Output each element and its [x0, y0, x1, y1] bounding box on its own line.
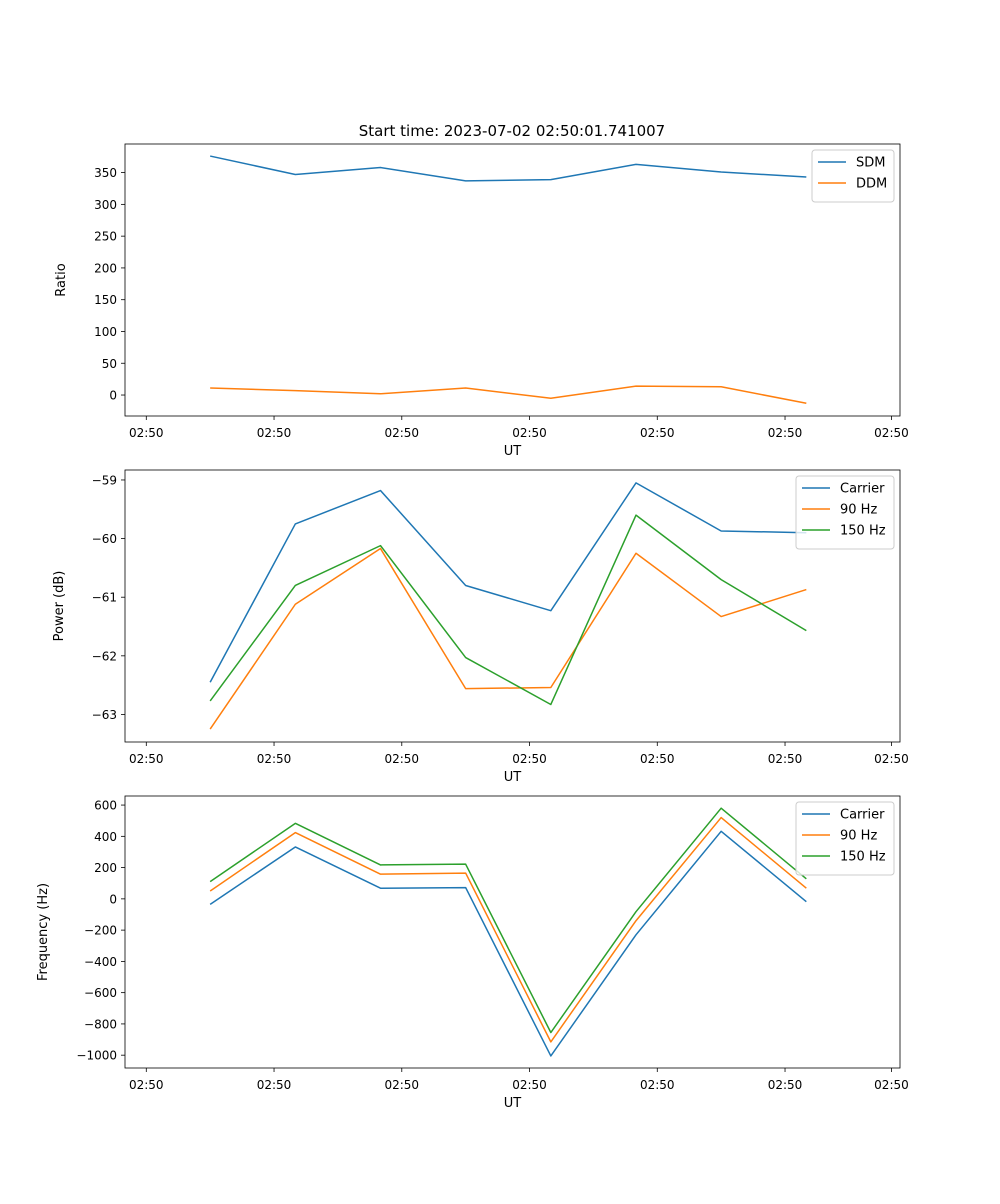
y-tick-label: 600	[94, 799, 117, 813]
legend: SDM DDM	[811, 149, 895, 203]
plot-frame	[124, 469, 901, 743]
x-tick-label: 02:50	[257, 1078, 292, 1092]
x-tick-label: 02:50	[768, 1078, 803, 1092]
x-tick-label: 02:50	[640, 752, 675, 766]
x-tick-label: 02:50	[129, 1078, 164, 1092]
series-line-carrier	[209, 830, 807, 1057]
x-axis-label: UT	[504, 1096, 522, 1111]
y-tick-label: −600	[84, 986, 117, 1000]
legend-label: 90 Hz	[840, 503, 877, 518]
series-line-150-hz	[209, 514, 807, 706]
y-tick-label: 50	[102, 357, 117, 371]
x-axis-label: UT	[504, 444, 522, 459]
x-tick-label: 02:50	[640, 1078, 675, 1092]
x-tick-label: 02:50	[874, 752, 909, 766]
y-tick-label: −59	[92, 473, 117, 487]
chart-panel-1: 02:50 02:50 02:50 02:50 02:50 02:50 02:50 0 50 10…	[54, 143, 909, 459]
legend: Carrier 90 Hz 150 Hz	[795, 801, 895, 876]
x-tick-label: 02:50	[640, 426, 675, 440]
x-tick-label: 02:50	[257, 426, 292, 440]
y-axis-label: Frequency (Hz)	[36, 883, 51, 981]
y-tick-label: 350	[94, 166, 117, 180]
legend-label: Carrier	[840, 808, 885, 823]
y-tick-label: 0	[109, 389, 117, 403]
x-tick-label: 02:50	[257, 752, 292, 766]
y-tick-label: 200	[94, 861, 117, 875]
x-tick-label: 02:50	[384, 426, 419, 440]
y-tick-label: 0	[109, 892, 117, 906]
legend-label: SDM	[856, 156, 885, 171]
plot-frame	[124, 143, 901, 417]
legend-label: 150 Hz	[840, 850, 886, 865]
series-line-90-hz	[209, 816, 807, 1043]
y-tick-label: −61	[92, 591, 117, 605]
y-tick-label: −62	[92, 649, 117, 663]
y-axis-label: Power (dB)	[52, 571, 67, 642]
x-tick-label: 02:50	[874, 1078, 909, 1092]
x-tick-label: 02:50	[768, 426, 803, 440]
y-tick-label: −200	[84, 924, 117, 938]
y-axis-label: Ratio	[54, 263, 69, 296]
y-tick-label: −400	[84, 955, 117, 969]
legend-label: 150 Hz	[840, 524, 886, 539]
y-tick-label: −800	[84, 1017, 117, 1031]
x-tick-label: 02:50	[874, 426, 909, 440]
y-tick-label: 400	[94, 830, 117, 844]
series-line-ddm	[210, 385, 807, 405]
legend-box	[811, 149, 895, 203]
y-tick-label: 250	[94, 230, 117, 244]
x-tick-label: 02:50	[768, 752, 803, 766]
series-line-sdm	[210, 155, 807, 182]
series-line-carrier	[209, 482, 807, 683]
y-tick-label: 100	[94, 325, 117, 339]
chart-panel-2: 02:50 02:50 02:50 02:50 02:50 02:50 02:50 −63 −6…	[52, 469, 909, 785]
x-tick-label: 02:50	[384, 1078, 419, 1092]
y-tick-label: 150	[94, 293, 117, 307]
legend: Carrier 90 Hz 150 Hz	[795, 475, 895, 550]
x-tick-label: 02:50	[384, 752, 419, 766]
y-tick-label: −1000	[76, 1049, 117, 1063]
y-tick-label: 200	[94, 261, 117, 275]
series-line-90-hz	[209, 547, 807, 730]
plot-frame	[124, 795, 901, 1069]
x-tick-label: 02:50	[129, 426, 164, 440]
x-axis-label: UT	[504, 770, 522, 785]
x-tick-label: 02:50	[129, 752, 164, 766]
chart-panel-3: 02:50 02:50 02:50 02:50 02:50 02:50 02:50 −1000…	[36, 795, 909, 1111]
legend-label: DDM	[856, 177, 887, 192]
legend-label: Carrier	[840, 482, 885, 497]
y-tick-label: −63	[92, 708, 117, 722]
figure-title: Start time: 2023-07-02 02:50:01.741007	[359, 122, 665, 140]
legend-label: 90 Hz	[840, 829, 877, 844]
x-tick-label: 02:50	[512, 752, 547, 766]
y-tick-label: 300	[94, 198, 117, 212]
series-line-150-hz	[209, 807, 807, 1034]
y-tick-label: −60	[92, 532, 117, 546]
x-tick-label: 02:50	[512, 1078, 547, 1092]
x-tick-label: 02:50	[512, 426, 547, 440]
